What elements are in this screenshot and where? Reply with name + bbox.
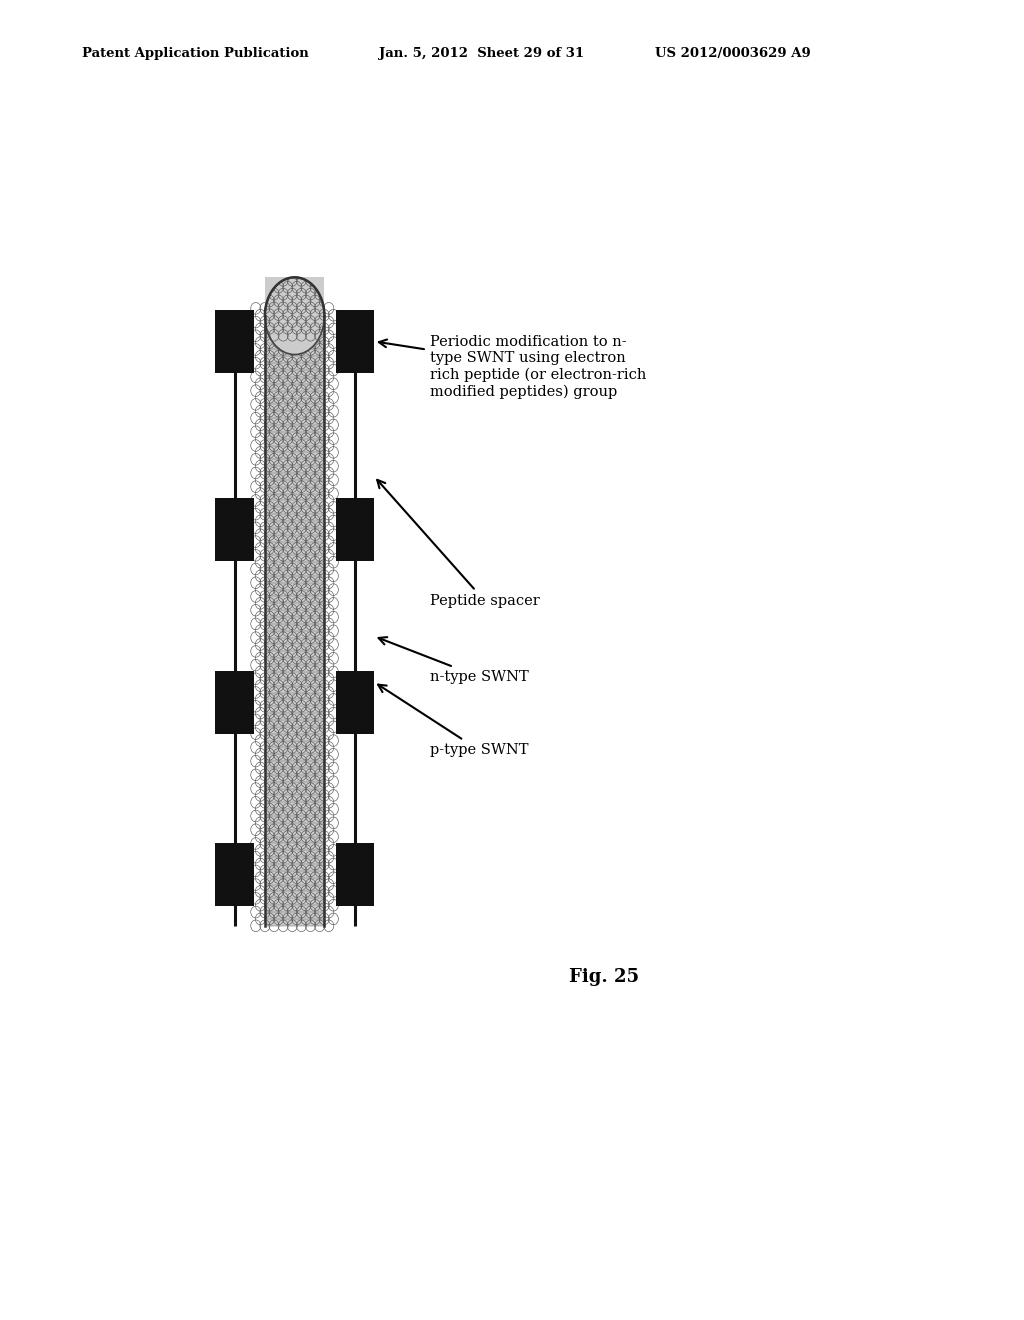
Bar: [336, 671, 374, 734]
Bar: [336, 843, 374, 907]
Bar: [336, 310, 374, 372]
Bar: [215, 310, 254, 372]
Text: Jan. 5, 2012  Sheet 29 of 31: Jan. 5, 2012 Sheet 29 of 31: [379, 46, 584, 59]
Bar: [215, 671, 254, 734]
Bar: [265, 277, 325, 321]
Text: Periodic modification to n-
type SWNT using electron
rich peptide (or electron-r: Periodic modification to n- type SWNT us…: [379, 335, 646, 399]
Text: Peptide spacer: Peptide spacer: [377, 480, 540, 607]
Text: Fig. 25: Fig. 25: [569, 968, 639, 986]
Bar: [215, 843, 254, 907]
Text: Patent Application Publication: Patent Application Publication: [82, 46, 308, 59]
Bar: [265, 315, 325, 925]
Text: US 2012/0003629 A9: US 2012/0003629 A9: [655, 46, 811, 59]
Text: n-type SWNT: n-type SWNT: [379, 638, 528, 684]
Bar: [336, 498, 374, 561]
Bar: [215, 498, 254, 561]
Text: p-type SWNT: p-type SWNT: [378, 685, 528, 756]
Ellipse shape: [265, 277, 325, 355]
